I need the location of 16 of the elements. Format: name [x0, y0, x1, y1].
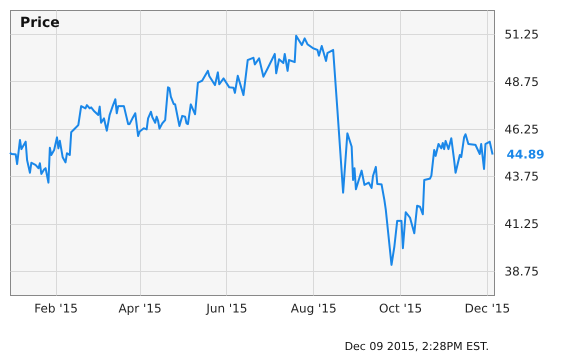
x-tick-label: Jun '15 — [205, 302, 248, 316]
line-series — [9, 34, 494, 266]
chart-title: Price — [20, 15, 60, 31]
x-tick-label: Dec '15 — [464, 302, 510, 316]
y-tick-label: 48.75 — [504, 74, 539, 89]
x-tick-label: Aug '15 — [290, 302, 337, 316]
x-tick-label: Apr '15 — [118, 302, 162, 316]
y-tick-label: 38.75 — [504, 264, 539, 278]
x-tick-label: Oct '15 — [378, 302, 422, 316]
text: Dec 09 2015, 2:28PM EST. — [344, 340, 489, 353]
y-tick-label: 41.25 — [504, 217, 539, 232]
y-tick-label: 51.25 — [504, 28, 539, 42]
annotation: 44.89 — [506, 148, 545, 162]
x-tick-label: Feb '15 — [34, 302, 78, 316]
y-tick-label: 43.75 — [504, 170, 539, 184]
y-tick-label: 46.25 — [504, 122, 539, 136]
